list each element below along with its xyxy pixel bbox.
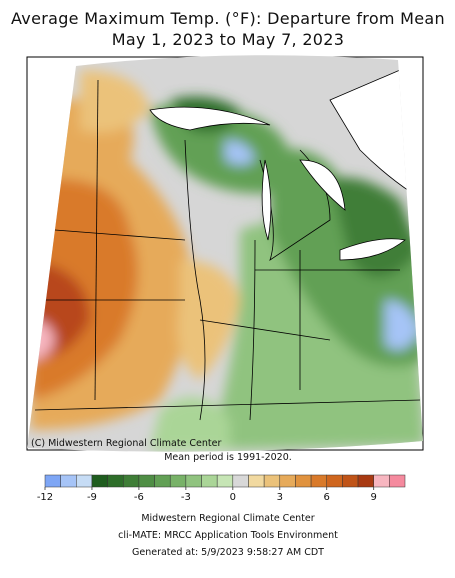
credit: (C) Midwestern Regional Climate Center <box>31 438 221 449</box>
colorbar-swatch <box>232 474 249 488</box>
colorbar-swatch <box>44 474 61 488</box>
colorbar-swatch <box>216 474 234 488</box>
footer-line: Generated at: 5/9/2023 9:58:27 AM CDT <box>132 547 324 558</box>
colorbar-swatch <box>248 474 265 488</box>
colorbar-tick-label: -3 <box>181 492 191 503</box>
map <box>27 55 423 452</box>
colorbar-swatch <box>107 474 124 488</box>
colorbar-tick-label: 6 <box>324 492 330 503</box>
colorbar-swatch <box>185 474 202 488</box>
colorbar-swatch <box>154 474 171 488</box>
colorbar-tick-label: 9 <box>371 492 377 503</box>
colorbar-swatch <box>60 474 77 488</box>
colorbar-swatch <box>76 474 93 488</box>
colorbar-swatch <box>263 474 281 488</box>
colorbar-swatch <box>389 474 406 488</box>
colorbar-tick-label: -12 <box>37 492 53 503</box>
title: Average Maximum Temp. (°F): Departure fr… <box>11 9 445 28</box>
colorbar-swatch <box>310 474 327 488</box>
colorbar-swatch <box>279 474 296 488</box>
colorbar-swatch <box>169 474 187 488</box>
colorbar-swatch <box>357 474 374 488</box>
colorbar-swatch <box>295 474 312 488</box>
subtitle: May 1, 2023 to May 7, 2023 <box>112 30 345 49</box>
footer-line: cli-MATE: MRCC Application Tools Environ… <box>118 530 338 541</box>
colorbar-swatch <box>373 474 390 488</box>
colorbar-swatch <box>326 474 343 488</box>
colorbar-swatch <box>342 474 359 488</box>
colorbar: -12 -9 -6 -3 0 3 6 9 <box>37 474 406 503</box>
colorbar-swatch <box>138 474 155 488</box>
colorbar-tick-label: -9 <box>87 492 97 503</box>
colorbar-tick-label: 3 <box>277 492 283 503</box>
colorbar-swatch <box>201 474 218 488</box>
colorbar-tick-label: 0 <box>230 492 236 503</box>
colorbar-swatch <box>91 474 108 488</box>
note: Mean period is 1991-2020. <box>164 452 292 463</box>
footer-line: Midwestern Regional Climate Center <box>141 513 314 524</box>
colorbar-tick-label: -6 <box>134 492 144 503</box>
colorbar-swatch <box>123 474 140 488</box>
